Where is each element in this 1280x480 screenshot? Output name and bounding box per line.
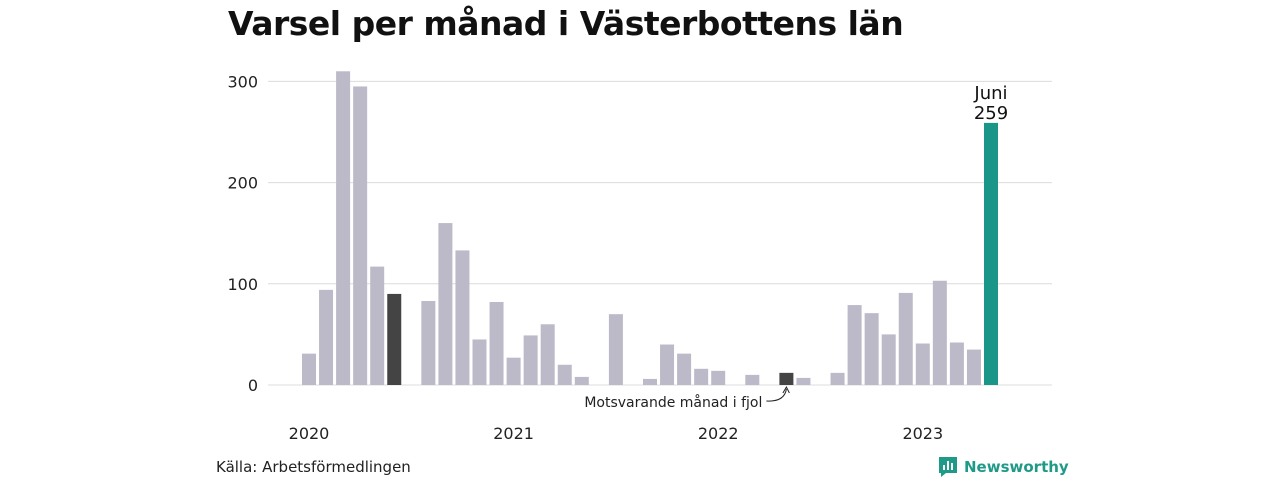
annotation-text: Motsvarande månad i fjol <box>584 394 762 411</box>
annotation-arrowhead <box>782 385 790 394</box>
bar <box>319 289 334 385</box>
bar <box>608 314 623 385</box>
bar <box>506 357 521 385</box>
bar <box>438 223 453 385</box>
source-note: Källa: Arbetsförmedlingen <box>216 458 411 476</box>
newsworthy-logo: Newsworthy <box>938 456 1069 478</box>
bar <box>779 372 794 385</box>
bar <box>915 343 930 385</box>
bar <box>745 374 760 385</box>
bar <box>932 280 947 385</box>
bar <box>489 302 504 385</box>
bar <box>574 376 589 385</box>
y-tick-label: 0 <box>248 376 258 395</box>
page-title: Varsel per månad i Västerbottens län <box>228 4 904 43</box>
x-year-label: 2021 <box>493 424 534 443</box>
bar <box>523 335 538 385</box>
highlight-month-label: Juni <box>973 83 1007 104</box>
bar <box>966 349 981 385</box>
bar <box>472 339 487 385</box>
bar <box>455 250 470 385</box>
bar <box>694 368 709 385</box>
bar <box>898 292 913 385</box>
bar <box>557 364 572 385</box>
x-year-label: 2023 <box>902 424 943 443</box>
bar <box>353 86 368 386</box>
bar <box>677 353 692 385</box>
bars <box>302 71 998 386</box>
bar <box>421 301 436 385</box>
bar <box>881 334 896 385</box>
x-year-label: 2022 <box>698 424 739 443</box>
bar <box>660 344 675 385</box>
annotation-arrow <box>766 388 787 402</box>
bar <box>847 305 862 385</box>
y-tick-label: 200 <box>227 174 258 193</box>
bar <box>796 377 811 385</box>
highlight-value-label: 259 <box>974 103 1008 124</box>
x-year-label: 2020 <box>289 424 330 443</box>
y-tick-label: 300 <box>227 72 258 91</box>
bar <box>302 353 316 385</box>
bar <box>540 324 555 385</box>
bar <box>643 378 657 385</box>
bar <box>711 370 726 385</box>
bar <box>830 372 845 385</box>
bar <box>336 71 351 385</box>
y-axis-ticks: 0 100 200 300 <box>227 72 258 395</box>
bar <box>370 266 385 385</box>
brand-name: Newsworthy <box>964 458 1069 476</box>
y-tick-label: 100 <box>227 275 258 294</box>
bar <box>984 122 998 385</box>
bar <box>387 293 402 385</box>
bar <box>864 313 879 385</box>
bar <box>949 342 964 385</box>
chart-icon <box>939 457 957 477</box>
